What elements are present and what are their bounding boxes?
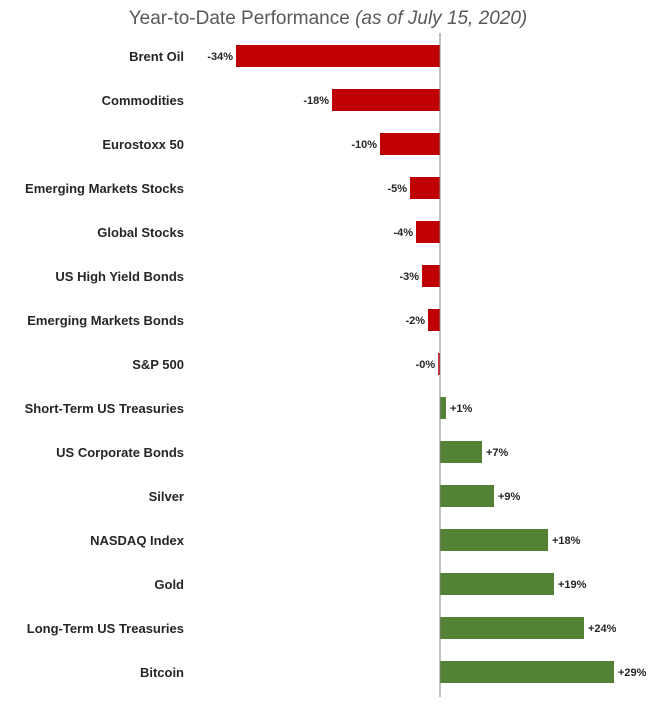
data-label-eurostoxx-50: -10%: [351, 139, 377, 151]
data-label-us-high-yield-bonds: -3%: [399, 271, 419, 283]
bar-emerging-markets-stocks: [410, 177, 440, 199]
category-label-nasdaq-index: NASDAQ Index: [90, 533, 185, 548]
bar-long-term-us-treasuries: [440, 617, 584, 639]
bar-bitcoin: [440, 661, 614, 683]
bar-silver: [440, 485, 494, 507]
bar-eurostoxx-50: [380, 133, 440, 155]
bar-us-high-yield-bonds: [422, 265, 440, 287]
bar-short-term-us-treasuries: [440, 397, 446, 419]
category-label-brent-oil: Brent Oil: [129, 49, 184, 64]
category-label-us-corporate-bonds: US Corporate Bonds: [56, 445, 184, 460]
data-label-silver: +9%: [498, 491, 521, 503]
data-label-brent-oil: -34%: [207, 51, 233, 63]
data-label-emerging-markets-stocks: -5%: [387, 183, 407, 195]
bar-global-stocks: [416, 221, 440, 243]
data-label-short-term-us-treasuries: +1%: [450, 403, 473, 415]
data-label-long-term-us-treasuries: +24%: [588, 623, 617, 635]
bar-gold: [440, 573, 554, 595]
data-label-commodities: -18%: [303, 95, 329, 107]
data-label-gold: +19%: [558, 579, 587, 591]
category-label-long-term-us-treasuries: Long-Term US Treasuries: [27, 621, 184, 636]
category-label-gold: Gold: [154, 577, 184, 592]
bar-s-p-500: [438, 353, 440, 375]
chart-subtitle: (as of July 15, 2020): [355, 8, 528, 29]
chart-title: Year-to-Date Performance (as of July 15,…: [0, 8, 656, 30]
category-label-us-high-yield-bonds: US High Yield Bonds: [55, 269, 184, 284]
bar-us-corporate-bonds: [440, 441, 482, 463]
category-label-s-p-500: S&P 500: [132, 357, 184, 372]
data-label-us-corporate-bonds: +7%: [486, 447, 509, 459]
data-label-s-p-500: -0%: [416, 359, 436, 371]
category-label-emerging-markets-stocks: Emerging Markets Stocks: [25, 181, 184, 196]
data-label-bitcoin: +29%: [618, 667, 647, 679]
bar-commodities: [332, 89, 440, 111]
data-label-global-stocks: -4%: [393, 227, 413, 239]
bar-nasdaq-index: [440, 529, 548, 551]
data-label-nasdaq-index: +18%: [552, 535, 581, 547]
data-label-emerging-markets-bonds: -2%: [405, 315, 425, 327]
category-label-global-stocks: Global Stocks: [97, 225, 184, 240]
chart-title-main: Year-to-Date Performance: [128, 8, 350, 29]
category-label-short-term-us-treasuries: Short-Term US Treasuries: [25, 401, 184, 416]
bar-emerging-markets-bonds: [428, 309, 440, 331]
category-label-bitcoin: Bitcoin: [140, 665, 184, 680]
category-label-eurostoxx-50: Eurostoxx 50: [102, 137, 184, 152]
category-label-silver: Silver: [149, 489, 184, 504]
category-label-emerging-markets-bonds: Emerging Markets Bonds: [27, 313, 184, 328]
category-label-commodities: Commodities: [102, 93, 184, 108]
bar-brent-oil: [236, 45, 440, 67]
